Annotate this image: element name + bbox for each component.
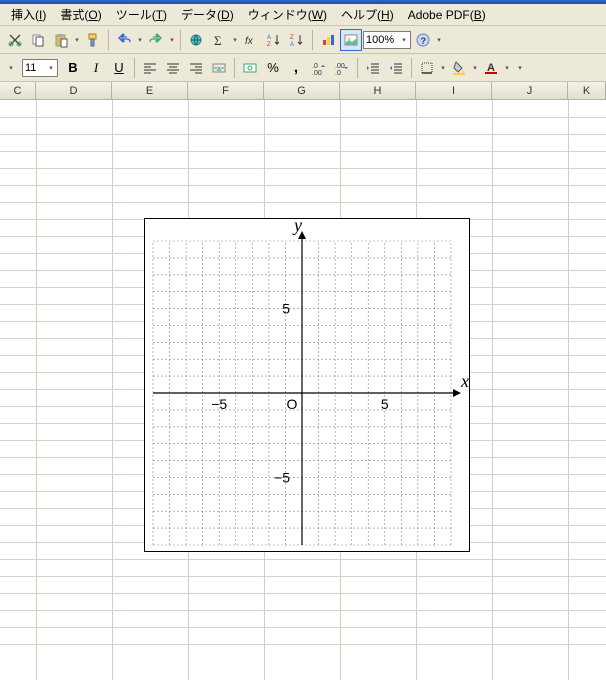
svg-text:−5: −5	[274, 469, 290, 485]
font-size-dropdown-icon[interactable]: ▾	[47, 57, 55, 79]
coordinate-chart[interactable]: x y O −5 5 5 −5	[144, 218, 470, 552]
toolbar-separator	[134, 58, 135, 78]
redo-icon[interactable]	[145, 29, 167, 51]
toolbar-separator	[357, 58, 358, 78]
paste-icon[interactable]	[50, 29, 72, 51]
font-size-input[interactable]	[25, 62, 47, 74]
fill-color-icon[interactable]	[448, 57, 470, 79]
undo-dropdown-icon[interactable]: ▾	[136, 29, 144, 51]
zoom-dropdown-icon[interactable]: ▾	[400, 29, 408, 51]
paste-dropdown-icon[interactable]: ▾	[73, 29, 81, 51]
align-center-icon[interactable]	[162, 57, 184, 79]
toolbar-options-icon[interactable]: ▾	[435, 29, 443, 51]
col-header-H[interactable]: H	[340, 82, 416, 99]
increase-decimal-icon[interactable]: .0.00	[308, 57, 330, 79]
format-painter-icon[interactable]	[82, 29, 104, 51]
col-header-G[interactable]: G	[264, 82, 340, 99]
svg-text:.00: .00	[312, 70, 322, 76]
percent-icon[interactable]: %	[262, 57, 284, 79]
svg-text:x: x	[460, 371, 469, 391]
spreadsheet: CDEFGHIJK x y O −5 5 5 −5	[0, 82, 606, 680]
svg-text:a: a	[217, 66, 221, 73]
svg-text:y: y	[292, 219, 302, 235]
svg-text:5: 5	[282, 301, 290, 317]
undo-icon[interactable]	[113, 29, 135, 51]
hyperlink-icon[interactable]	[185, 29, 207, 51]
toolbar-separator	[234, 58, 235, 78]
svg-text:A: A	[267, 35, 271, 41]
toolbar-options-icon[interactable]: ▾	[516, 57, 524, 79]
toolbar-separator	[411, 58, 412, 78]
menubar: 挿入(I)書式(O)ツール(T)データ(D)ウィンドウ(W)ヘルプ(H)Adob…	[0, 4, 606, 26]
svg-text:fx: fx	[245, 36, 254, 47]
toolbar-formatting: ▾ ▾ B I U a % , .0.00 .00.0 ▾ ▾ A ▾ ▾	[0, 54, 606, 82]
svg-text:?: ?	[421, 36, 427, 46]
italic-icon[interactable]: I	[85, 57, 107, 79]
menu-w[interactable]: ウィンドウ(W)	[241, 4, 334, 25]
svg-text:Z: Z	[267, 42, 271, 48]
toolbar-standard: ▾ ▾ ▾ Σ ▾ fx AZ ZA ▾ ? ▾	[0, 26, 606, 54]
col-header-C[interactable]: C	[0, 82, 36, 99]
svg-text:.00: .00	[335, 63, 345, 70]
menu-t[interactable]: ツール(T)	[109, 4, 174, 25]
zoom-combo[interactable]: ▾	[363, 31, 411, 49]
toolbar-separator	[180, 30, 181, 50]
font-dropdown-icon[interactable]: ▾	[4, 57, 18, 79]
column-headers: CDEFGHIJK	[0, 82, 606, 100]
svg-text:O: O	[287, 396, 298, 412]
svg-text:Σ: Σ	[214, 33, 222, 48]
borders-icon[interactable]	[416, 57, 438, 79]
svg-text:−5: −5	[211, 396, 227, 412]
drawing-icon[interactable]	[340, 29, 362, 51]
col-header-K[interactable]: K	[568, 82, 606, 99]
menu-h[interactable]: ヘルプ(H)	[334, 4, 401, 25]
sort-asc-icon[interactable]: AZ	[263, 29, 285, 51]
toolbar-separator	[108, 30, 109, 50]
borders-dropdown-icon[interactable]: ▾	[439, 57, 447, 79]
grid-area[interactable]: x y O −5 5 5 −5	[0, 100, 606, 680]
toolbar-separator	[312, 30, 313, 50]
merge-center-icon[interactable]: a	[208, 57, 230, 79]
currency-icon[interactable]	[239, 57, 261, 79]
comma-icon[interactable]: ,	[285, 57, 307, 79]
redo-dropdown-icon[interactable]: ▾	[168, 29, 176, 51]
sort-desc-icon[interactable]: ZA	[286, 29, 308, 51]
fill-color-dropdown-icon[interactable]: ▾	[471, 57, 479, 79]
zoom-input[interactable]	[366, 34, 400, 46]
align-right-icon[interactable]	[185, 57, 207, 79]
autosum-dropdown-icon[interactable]: ▾	[231, 29, 239, 51]
help-icon[interactable]: ?	[412, 29, 434, 51]
font-size-combo[interactable]: ▾	[22, 59, 58, 77]
font-color-dropdown-icon[interactable]: ▾	[503, 57, 511, 79]
autosum-icon[interactable]: Σ	[208, 29, 230, 51]
copy-icon[interactable]	[27, 29, 49, 51]
underline-icon[interactable]: U	[108, 57, 130, 79]
align-left-icon[interactable]	[139, 57, 161, 79]
col-header-E[interactable]: E	[112, 82, 188, 99]
cut-icon[interactable]	[4, 29, 26, 51]
font-color-icon[interactable]: A	[480, 57, 502, 79]
col-header-J[interactable]: J	[492, 82, 568, 99]
decrease-decimal-icon[interactable]: .00.0	[331, 57, 353, 79]
svg-text:A: A	[290, 42, 294, 48]
svg-text:.0: .0	[312, 63, 318, 70]
menu-i[interactable]: 挿入(I)	[4, 4, 53, 25]
svg-text:5: 5	[381, 396, 389, 412]
increase-indent-icon[interactable]	[385, 57, 407, 79]
bold-icon[interactable]: B	[62, 57, 84, 79]
col-header-I[interactable]: I	[416, 82, 492, 99]
decrease-indent-icon[interactable]	[362, 57, 384, 79]
menu-b[interactable]: Adobe PDF(B)	[401, 6, 493, 24]
col-header-F[interactable]: F	[188, 82, 264, 99]
function-icon[interactable]: fx	[240, 29, 262, 51]
col-header-D[interactable]: D	[36, 82, 112, 99]
svg-text:Z: Z	[290, 35, 294, 41]
menu-o[interactable]: 書式(O)	[53, 4, 108, 25]
chart-wizard-icon[interactable]	[317, 29, 339, 51]
svg-text:.0: .0	[335, 70, 341, 76]
menu-d[interactable]: データ(D)	[174, 4, 241, 25]
